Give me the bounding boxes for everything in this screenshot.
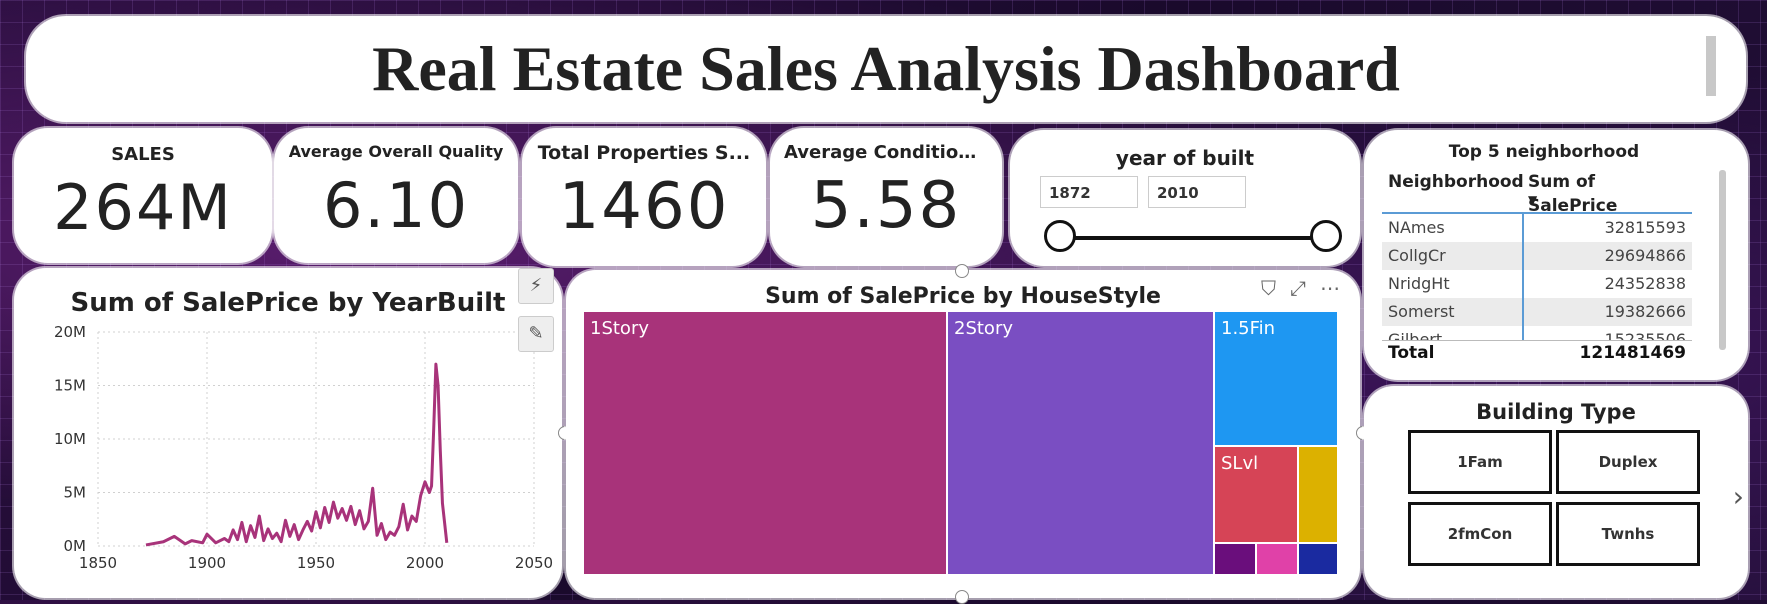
visual-header-icons: ⛉ ⤢ ⋯: [1261, 276, 1340, 300]
series-line: [145, 362, 449, 547]
kpi-quality-value: 6.10: [322, 169, 470, 242]
table-row[interactable]: NridgHt 24352838: [1382, 270, 1692, 298]
resize-handle-bottom[interactable]: [955, 590, 969, 604]
cell-neighborhood: Gilbert: [1388, 330, 1443, 340]
table-header: Neighborhood Sum of SalePrice ▼: [1382, 170, 1692, 216]
total-label: Total: [1388, 343, 1435, 363]
treemap-tile-unlabeled[interactable]: [1299, 447, 1337, 542]
resize-handle-top[interactable]: [955, 264, 969, 278]
analytics-icon[interactable]: ⚡: [518, 268, 554, 304]
title-banner: Real Estate Sales Analysis Dashboard: [26, 16, 1746, 122]
kpi-sales-card: SALES 264M: [14, 128, 272, 263]
treemap-tile-slvl[interactable]: SLvl: [1215, 447, 1297, 542]
treemap-tile-2story[interactable]: 2Story: [948, 312, 1213, 574]
slider-handle-max[interactable]: [1310, 220, 1342, 252]
column-header-saleprice-label: Sum of SalePrice: [1528, 172, 1618, 216]
line-chart: 0M 5M 10M 15M 20M 1850 1900 1950 2000 2050: [54, 323, 553, 572]
building-type-tile[interactable]: Twnhs: [1556, 502, 1700, 566]
treemap-tile-unlabeled[interactable]: [1299, 544, 1337, 574]
kpi-sales-value: 264M: [53, 171, 233, 244]
year-built-slicer: year of built 1872 2010: [1010, 130, 1360, 266]
column-header-saleprice[interactable]: Sum of SalePrice ▼: [1522, 170, 1692, 216]
table-row[interactable]: Gilbert 15235506: [1382, 326, 1692, 340]
cell-saleprice: 24352838: [1522, 270, 1692, 298]
slider-track[interactable]: [1060, 236, 1326, 240]
kpi-condition-card: Average Condition ... 5.58: [770, 128, 1002, 266]
tile-label: SLvl: [1221, 453, 1259, 474]
format-paint-icon[interactable]: ✎: [518, 316, 554, 352]
x-tick-label: 1950: [297, 554, 335, 572]
building-type-tile[interactable]: 2fmCon: [1408, 502, 1552, 566]
x-tick-label: 1900: [188, 554, 226, 572]
slicer-title: year of built: [1115, 146, 1255, 170]
x-tick-label: 2050: [515, 554, 553, 572]
building-type-tile[interactable]: Duplex: [1556, 430, 1700, 494]
y-tick-label: 10M: [54, 430, 86, 448]
slider-handle-min[interactable]: [1044, 220, 1076, 252]
saleprice-by-housestyle-card: Sum of SalePrice by HouseStyle ⛉ ⤢ ⋯ 1St…: [566, 270, 1360, 598]
y-tick-label: 5M: [64, 484, 87, 502]
x-tick-label: 1850: [79, 554, 117, 572]
kpi-quality-label: Average Overall Quality: [288, 142, 504, 161]
table-row[interactable]: Somerst 19382666: [1382, 298, 1692, 326]
more-options-icon[interactable]: ⋯: [1320, 276, 1340, 300]
column-header-neighborhood[interactable]: Neighborhood: [1388, 172, 1524, 192]
top5-title: Top 5 neighborhood: [1448, 142, 1640, 162]
page-title: Real Estate Sales Analysis Dashboard: [372, 33, 1400, 104]
cell-saleprice: 29694866: [1522, 242, 1692, 270]
tile-label: 1.5Fin: [1221, 318, 1276, 339]
sort-desc-icon: ▼: [1528, 193, 1538, 207]
line-chart-title: Sum of SalePrice by YearBuilt: [70, 288, 506, 318]
treemap-tile-1story[interactable]: 1Story: [584, 312, 946, 574]
x-tick-label: 2000: [406, 554, 444, 572]
kpi-condition-label: Average Condition ...: [784, 142, 998, 163]
table-scrollbar[interactable]: [1719, 170, 1726, 350]
treemap-tile-1-5fin[interactable]: 1.5Fin: [1215, 312, 1337, 445]
building-type-card: Building Type 1Fam Duplex 2fmCon Twnhs ›: [1364, 386, 1748, 598]
cell-saleprice: 32815593: [1522, 214, 1692, 242]
building-type-title: Building Type: [1476, 400, 1636, 424]
saleprice-by-yearbuilt-card: 0M 5M 10M 15M 20M 1850 1900 1950 2000 2050 Sum of…: [14, 268, 562, 598]
cell-saleprice: 15235506: [1522, 326, 1692, 340]
cell-neighborhood: Somerst: [1388, 302, 1455, 321]
kpi-condition-value: 5.58: [810, 169, 962, 243]
kpi-sales-label: SALES: [111, 144, 175, 165]
year-to-input[interactable]: 2010: [1148, 176, 1246, 208]
building-type-tile[interactable]: 1Fam: [1408, 430, 1552, 494]
table-total-row: Total 121481469: [1382, 340, 1692, 365]
y-tick-label: 0M: [64, 537, 87, 555]
y-tick-label: 15M: [54, 377, 86, 395]
top5-table: Neighborhood Sum of SalePrice ▼ NAmes 328…: [1382, 170, 1692, 365]
y-tick-label: 20M: [54, 323, 86, 341]
focus-mode-icon[interactable]: ⤢: [1290, 276, 1306, 300]
table-row[interactable]: NAmes 32815593: [1382, 214, 1692, 242]
kpi-total-label: Total Properties S...: [537, 142, 751, 164]
treemap-tile-unlabeled[interactable]: [1257, 544, 1297, 574]
chevron-right-icon[interactable]: ›: [1732, 480, 1744, 513]
cell-saleprice: 19382666: [1522, 298, 1692, 326]
kpi-total-card: Total Properties S... 1460: [522, 128, 766, 266]
cell-neighborhood: CollgCr: [1388, 246, 1446, 265]
treemap-title: Sum of SalePrice by HouseStyle: [765, 284, 1161, 309]
table-body[interactable]: NAmes 32815593 CollgCr 29694866 NridgHt 243…: [1382, 214, 1692, 340]
treemap-tile-unlabeled[interactable]: [1215, 544, 1255, 574]
filter-icon[interactable]: ⛉: [1261, 276, 1276, 300]
kpi-total-value: 1460: [558, 170, 730, 244]
title-scrollbar[interactable]: [1706, 36, 1716, 96]
year-from-input[interactable]: 1872: [1040, 176, 1138, 208]
table-row[interactable]: CollgCr 29694866: [1382, 242, 1692, 270]
cell-neighborhood: NAmes: [1388, 218, 1445, 237]
top5-neighborhood-card: Top 5 neighborhood Neighborhood Sum of S…: [1364, 130, 1748, 380]
cell-neighborhood: NridgHt: [1388, 274, 1450, 293]
tile-label: 1Story: [590, 318, 650, 339]
total-value: 121481469: [1579, 343, 1686, 363]
kpi-quality-card: Average Overall Quality 6.10: [274, 128, 518, 263]
tile-label: 2Story: [954, 318, 1014, 339]
